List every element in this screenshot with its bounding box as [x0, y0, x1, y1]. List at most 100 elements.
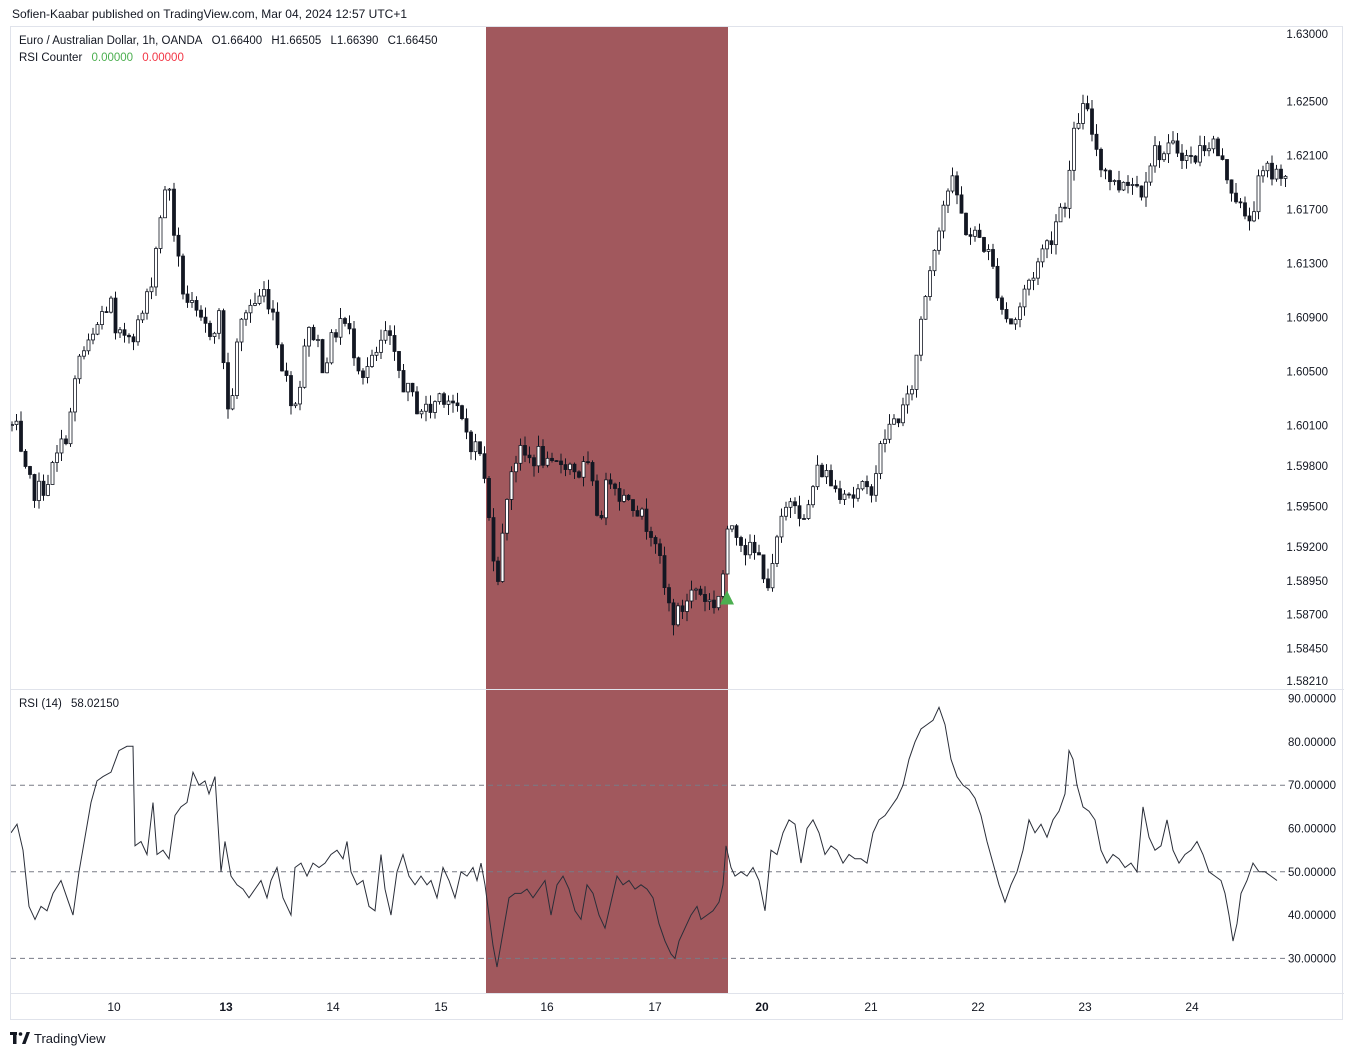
candle [829, 470, 833, 487]
price-axis-label[interactable]: 1.60500 [1286, 367, 1328, 379]
price-axis-label[interactable]: 1.61700 [1286, 204, 1328, 216]
candle [46, 484, 50, 496]
candle [586, 461, 590, 464]
candle [874, 473, 878, 496]
rsi-axis-label[interactable]: 30.00000 [1288, 953, 1336, 965]
candle [955, 175, 959, 196]
candle [644, 508, 649, 532]
candle [752, 541, 757, 554]
candle [41, 480, 46, 496]
candle [230, 395, 235, 410]
candle [1112, 180, 1117, 183]
price-axis-label[interactable]: 1.62100 [1286, 150, 1328, 162]
candle [482, 453, 487, 479]
rsi-axis-label[interactable]: 80.00000 [1288, 737, 1336, 749]
time-axis-label[interactable]: 15 [434, 1000, 448, 1014]
candle [1081, 103, 1085, 124]
chart-frame[interactable]: 1.63000 1.62500 1.62100 1.61700 1.61300 1.609… [10, 26, 1344, 1021]
candle [370, 354, 374, 367]
candle [869, 486, 874, 496]
price-axis-label[interactable]: 1.61300 [1286, 258, 1328, 270]
price-axis-label[interactable]: 1.59500 [1286, 502, 1328, 514]
candle [977, 229, 982, 238]
candle [406, 382, 410, 393]
candle [464, 418, 469, 433]
price-axis-label[interactable]: 1.58950 [1286, 576, 1328, 588]
price-axis-label[interactable]: 1.63000 [1286, 29, 1328, 41]
time-axis-label[interactable]: 17 [648, 1000, 662, 1014]
candle [271, 308, 275, 313]
candle [1279, 168, 1283, 179]
candle [383, 330, 388, 341]
candle [73, 378, 77, 413]
candle [163, 189, 167, 219]
chart-canvas[interactable]: 1.63000 1.62500 1.62100 1.61700 1.61300 1.609… [11, 27, 1344, 1021]
candle [154, 248, 158, 288]
time-axis-label[interactable]: 23 [1078, 1000, 1092, 1014]
candle [1180, 152, 1184, 161]
candle [824, 470, 829, 478]
time-axis-label[interactable]: 21 [864, 1000, 878, 1014]
rsi-axis-label[interactable]: 50.00000 [1288, 867, 1336, 879]
candle [631, 499, 635, 511]
candle [572, 463, 577, 473]
price-axis-label[interactable]: 1.58450 [1286, 643, 1328, 655]
candle [662, 555, 667, 588]
candle [1067, 169, 1072, 209]
candle [338, 318, 343, 338]
candle [320, 339, 325, 374]
candle [167, 188, 172, 191]
candle [937, 230, 941, 251]
candle [1031, 277, 1036, 281]
candle [14, 420, 19, 425]
time-axis-label[interactable]: 24 [1185, 1000, 1199, 1014]
time-axis-label[interactable]: 10 [107, 1000, 121, 1014]
candle [347, 323, 352, 330]
rsi-name[interactable]: RSI (14) [19, 698, 62, 710]
price-axis-label[interactable]: 1.58210 [1286, 676, 1328, 688]
candle [1094, 133, 1099, 150]
time-axis-label[interactable]: 14 [326, 1000, 340, 1014]
candle [244, 312, 248, 320]
candle [127, 334, 131, 338]
candle [959, 194, 964, 214]
candle [302, 345, 307, 388]
candle [896, 418, 901, 424]
candle [712, 599, 716, 609]
price-axis-label[interactable]: 1.60100 [1286, 421, 1328, 433]
symbol-title[interactable]: Euro / Australian Dollar, 1h, OANDA [19, 35, 203, 47]
candle [221, 310, 226, 364]
candle [1274, 168, 1279, 180]
price-axis-label[interactable]: 1.59800 [1286, 461, 1328, 473]
time-axis-label[interactable]: 16 [540, 1000, 554, 1014]
rsi-axis-label[interactable]: 60.00000 [1288, 824, 1336, 836]
time-axis-label[interactable]: 13 [219, 1000, 233, 1014]
ohlc-close: C1.66450 [387, 35, 438, 47]
tradingview-logo-icon [10, 1032, 30, 1044]
candle [667, 587, 671, 604]
footer-brand: TradingView [34, 1030, 106, 1046]
candle [491, 517, 496, 562]
candle [775, 536, 779, 564]
time-axis-label[interactable]: 20 [755, 1000, 769, 1014]
candle [514, 462, 518, 473]
rsi-axis-label[interactable]: 40.00000 [1288, 910, 1336, 922]
candle [478, 441, 482, 455]
candle [1135, 184, 1139, 187]
candle [1103, 169, 1108, 172]
candle [1009, 318, 1013, 325]
time-axis-label[interactable]: 22 [971, 1000, 985, 1014]
indicator-name[interactable]: RSI Counter [19, 52, 83, 64]
candle [1166, 142, 1171, 155]
price-axis-label[interactable]: 1.60900 [1286, 312, 1328, 324]
price-axis-label[interactable]: 1.59200 [1286, 542, 1328, 554]
candle [500, 532, 505, 582]
price-axis-label[interactable]: 1.58700 [1286, 610, 1328, 622]
rsi-axis-label[interactable]: 90.00000 [1288, 694, 1336, 706]
candle [91, 333, 95, 341]
rsi-axis-label[interactable]: 70.00000 [1288, 780, 1336, 792]
candle [815, 464, 820, 488]
candle [176, 234, 181, 257]
price-axis-label[interactable]: 1.62500 [1286, 96, 1328, 108]
candle [982, 237, 986, 252]
